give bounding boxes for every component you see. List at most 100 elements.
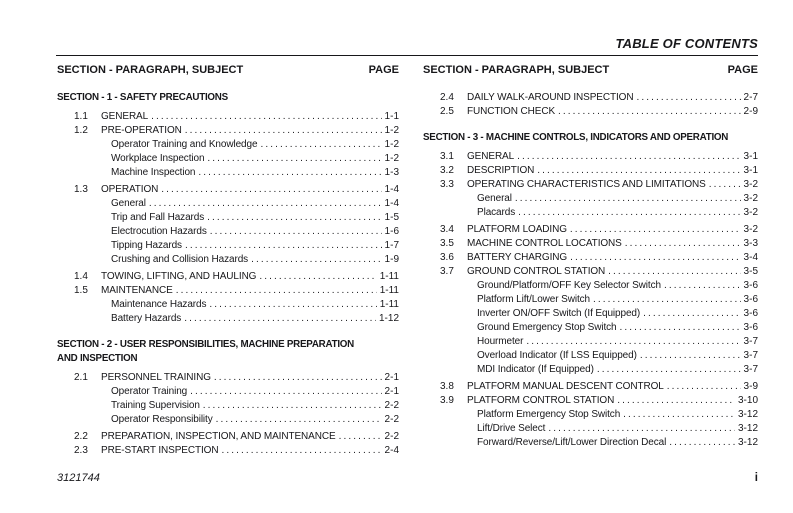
toc-entry-page: 1-2 (384, 153, 399, 164)
toc-entry-title: BATTERY CHARGING (467, 252, 568, 263)
toc-leader-dots (210, 225, 382, 239)
toc-entry-title: Platform Lift/Lower Switch (477, 294, 590, 305)
toc-entry-page: 3-7 (743, 336, 758, 347)
toc-entry: 3.2 DESCRIPTION 3-1 (423, 164, 758, 178)
toc-entry: MDI Indicator (If Equipped) 3-7 (423, 363, 758, 377)
toc-entry-title: TOWING, LIFTING, AND HAULING (101, 271, 257, 282)
toc-entry: 2.4 DAILY WALK-AROUND INSPECTION 2-7 (423, 91, 758, 105)
toc-leader-dots (339, 430, 382, 444)
toc-entry-page: 1-5 (384, 212, 399, 223)
toc-entry: 3.6 BATTERY CHARGING 3-4 (423, 251, 758, 265)
toc-leader-dots (176, 284, 377, 298)
toc-entry: Electrocution Hazards 1-6 (57, 225, 399, 239)
page-column-label: PAGE (368, 64, 399, 76)
toc-entry-title: Overload Indicator (If LSS Equipped) (477, 350, 637, 361)
toc-entry-page: 1-2 (384, 125, 399, 136)
toc-entry-title: Operator Training (111, 386, 188, 397)
toc-entry: Crushing and Collision Hazards 1-9 (57, 253, 399, 267)
toc-leader-dots (515, 192, 741, 206)
toc-entry-page: 3-12 (737, 423, 758, 434)
toc-leader-dots (667, 380, 741, 394)
toc-entry-title: MDI Indicator (If Equipped) (477, 364, 594, 375)
toc-entry-page: 2-1 (384, 372, 399, 383)
column-header-left: SECTION - PARAGRAPH, SUBJECT PAGE (57, 64, 399, 77)
subject-column-label: SECTION - PARAGRAPH, SUBJECT (423, 64, 610, 76)
toc-leader-dots (709, 178, 741, 192)
toc-entry-number: 1.3 (74, 184, 88, 195)
toc-entry-page: 3-7 (743, 350, 758, 361)
toc-entry-page: 3-6 (743, 322, 758, 333)
toc-entry: Hourmeter 3-7 (423, 335, 758, 349)
toc-entry-page: 3-2 (743, 193, 758, 204)
section-heading: SECTION - 2 - USER RESPONSIBILITIES, MAC… (57, 339, 354, 364)
toc-entry: 3.9 PLATFORM CONTROL STATION 3-10 (423, 394, 758, 408)
toc-entry-page: 1-4 (384, 184, 399, 195)
toc-entry: Overload Indicator (If LSS Equipped) 3-7 (423, 349, 758, 363)
toc-entry: 1.3 OPERATION 1-4 (57, 183, 399, 197)
toc-entry-number: 2.4 (440, 92, 454, 103)
toc-entry-number: 1.5 (74, 285, 88, 296)
toc-entry-title: Machine Inspection (111, 167, 196, 178)
toc-leader-dots (260, 138, 381, 152)
toc-leader-dots (620, 321, 741, 335)
toc-entry: 3.7 GROUND CONTROL STATION 3-5 (423, 265, 758, 279)
toc-leader-dots (221, 444, 381, 458)
subject-column-label: SECTION - PARAGRAPH, SUBJECT (57, 64, 244, 76)
toc-entry-page: 1-4 (384, 198, 399, 209)
toc-entry-page: 3-1 (743, 151, 758, 162)
toc-entry: Machine Inspection 1-3 (57, 166, 399, 180)
page-title: TABLE OF CONTENTS (615, 36, 758, 51)
toc-entry-title: GENERAL (467, 151, 515, 162)
toc-entry-title: PRE-OPERATION (101, 125, 182, 136)
toc-leader-dots (184, 312, 376, 326)
page-number: i (754, 472, 758, 484)
toc-entry-page: 3-4 (743, 252, 758, 263)
toc-entry-page: 3-6 (743, 308, 758, 319)
toc-entry: Trip and Fall Hazards 1-5 (57, 211, 399, 225)
toc-entry-page: 3-12 (737, 437, 758, 448)
toc-entry-page: 2-2 (384, 431, 399, 442)
toc-entry-page: 2-9 (743, 106, 758, 117)
toc-entry-number: 3.1 (440, 151, 454, 162)
toc-entry: Operator Training and Knowledge 1-2 (57, 138, 399, 152)
toc-leader-dots (625, 237, 741, 251)
toc-leader-dots (608, 265, 740, 279)
toc-entry: 2.1 PERSONNEL TRAINING 2-1 (57, 371, 399, 385)
toc-leader-dots (664, 279, 741, 293)
toc-entry-title: PREPARATION, INSPECTION, AND MAINTENANCE (101, 431, 336, 442)
column-header-right: SECTION - PARAGRAPH, SUBJECT PAGE (423, 64, 758, 77)
toc-leader-dots (149, 197, 382, 211)
toc-leader-dots (643, 307, 740, 321)
toc-entry-page: 1-7 (384, 240, 399, 251)
toc-entry-page: 3-2 (743, 224, 758, 235)
toc-entry-number: 2.2 (74, 431, 88, 442)
toc-entry-page: 1-2 (384, 139, 399, 150)
toc-entry: Maintenance Hazards 1-11 (57, 298, 399, 312)
toc-entry: 3.4 PLATFORM LOADING 3-2 (423, 223, 758, 237)
toc-entry-title: Placards (477, 207, 516, 218)
section-heading: SECTION - 1 - SAFETY PRECAUTIONS (57, 92, 228, 103)
toc-entry-page: 1-11 (379, 271, 399, 282)
toc-entry-title: Operator Responsibility (111, 414, 213, 425)
toc-entry: Operator Responsibility 2-2 (57, 413, 399, 427)
toc-leader-dots (558, 105, 741, 119)
toc-entry: Workplace Inspection 1-2 (57, 152, 399, 166)
toc-entry: Training Supervision 2-2 (57, 399, 399, 413)
toc-leader-dots (669, 436, 735, 450)
header-rule (56, 55, 758, 56)
toc-entry-page: 2-7 (743, 92, 758, 103)
toc-entry-page: 1-6 (384, 226, 399, 237)
toc-entry-page: 3-5 (743, 266, 758, 277)
toc-entry-page: 3-6 (743, 294, 758, 305)
toc-leader-dots (207, 211, 381, 225)
toc-entry-title: MACHINE CONTROL LOCATIONS (467, 238, 622, 249)
toc-entry: Inverter ON/OFF Switch (If Equipped) 3-6 (423, 307, 758, 321)
toc-entry-title: GENERAL (101, 111, 149, 122)
toc-entry-title: Ground/Platform/OFF Key Selector Switch (477, 280, 661, 291)
toc-entry-title: General (111, 198, 146, 209)
toc-leader-dots (251, 253, 381, 267)
toc-entry: General 1-4 (57, 197, 399, 211)
toc-entry-title: Training Supervision (111, 400, 200, 411)
document-number: 3121744 (57, 472, 100, 484)
toc-entry-title: DAILY WALK-AROUND INSPECTION (467, 92, 634, 103)
